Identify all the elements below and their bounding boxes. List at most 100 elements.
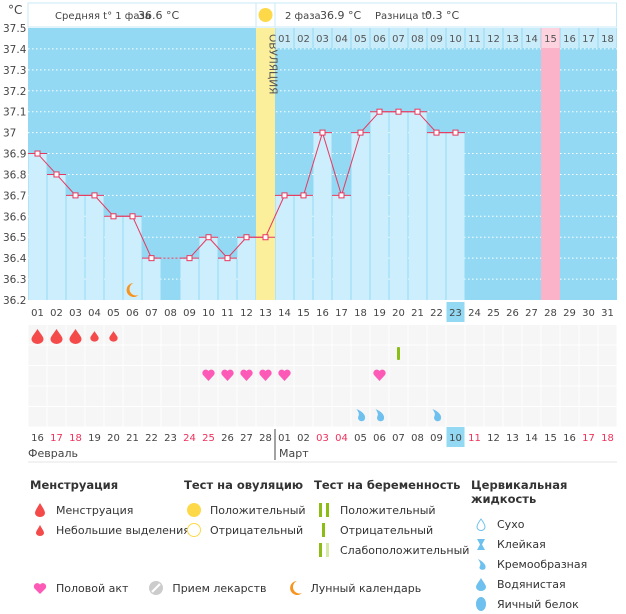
temperature-bar xyxy=(199,237,218,300)
temperature-point xyxy=(72,192,79,199)
symptom-cell xyxy=(446,366,465,386)
symptom-cell xyxy=(161,407,180,427)
y-tick-label: 37.4 xyxy=(3,44,27,56)
temperature-point xyxy=(433,129,440,136)
legend-item: Клейкая xyxy=(497,537,546,551)
cycle-day-label: 18 xyxy=(354,308,367,319)
symptom-cell xyxy=(560,325,579,345)
symptom-cell xyxy=(28,407,47,427)
symptom-cell xyxy=(313,407,332,427)
symptom-cell xyxy=(313,325,332,345)
symptom-cell xyxy=(180,407,199,427)
cycle-day-label: 06 xyxy=(126,308,139,319)
phase2-day-label: 15 xyxy=(544,34,557,45)
diff-label: Разница t° xyxy=(375,11,431,22)
symptom-cell xyxy=(85,407,104,427)
calendar-date-label: 09 xyxy=(430,433,443,444)
cycle-day-label: 27 xyxy=(525,308,538,319)
symptom-cell xyxy=(123,366,142,386)
phase2-day-cell xyxy=(294,28,313,48)
symptom-cell xyxy=(522,386,541,406)
phase2-day-cell xyxy=(579,28,598,48)
phase2-day-cell xyxy=(560,28,579,48)
cycle-day-label: 01 xyxy=(31,308,44,319)
symptom-cell xyxy=(484,345,503,365)
symptom-cell xyxy=(237,325,256,345)
symptom-cell xyxy=(427,386,446,406)
symptom-cell xyxy=(541,386,560,406)
calendar-date-label: 14 xyxy=(525,433,538,444)
heart-icon xyxy=(278,369,291,381)
symptom-cell xyxy=(560,345,579,365)
symptom-cell xyxy=(28,386,47,406)
symptom-cell xyxy=(294,386,313,406)
symptom-cell xyxy=(199,325,218,345)
calendar-date-label: 28 xyxy=(259,433,272,444)
symptom-cell xyxy=(237,407,256,427)
creamy-fluid-icon xyxy=(375,409,385,422)
pill-icon xyxy=(146,581,166,595)
stats-header xyxy=(27,2,617,28)
symptom-cell xyxy=(579,407,598,427)
symptom-cell xyxy=(161,366,180,386)
legend-title: Менструация xyxy=(30,478,119,492)
y-tick-label: 36.3 xyxy=(3,274,26,286)
symptom-cell xyxy=(389,325,408,345)
expected-period-column xyxy=(541,28,560,300)
symptom-cell xyxy=(66,407,85,427)
symptom-cell xyxy=(104,345,123,365)
symptom-cell xyxy=(579,366,598,386)
y-tick-label: 36.2 xyxy=(3,295,26,307)
phase2-day-label: 17 xyxy=(582,34,595,45)
legend-title: Цервикальная жидкость xyxy=(471,478,568,506)
symptom-cell xyxy=(351,386,370,406)
legend-item: Небольшие выделения xyxy=(56,523,190,537)
phase2-day-label: 16 xyxy=(563,34,576,45)
phase2-day-cell xyxy=(427,28,446,48)
heart-icon xyxy=(221,369,234,381)
calendar-date-label: 17 xyxy=(50,433,63,444)
y-tick-label: 37.1 xyxy=(3,107,26,119)
calendar-date-label: 02 xyxy=(297,433,310,444)
symptom-cell xyxy=(446,386,465,406)
symptom-cell xyxy=(351,366,370,386)
symptom-cell xyxy=(47,386,66,406)
temperature-line-segment xyxy=(360,111,380,133)
legend-title: Тест на овуляцию xyxy=(184,478,304,492)
calendar-date-label: 12 xyxy=(487,433,500,444)
calendar-date-label: 25 xyxy=(202,433,215,444)
temperature-bar xyxy=(237,237,256,300)
temperature-point xyxy=(376,108,383,115)
symptom-cell xyxy=(28,366,47,386)
cycle-day-label: 25 xyxy=(487,308,500,319)
symptom-cell xyxy=(541,345,560,365)
temperature-line-segment xyxy=(56,174,76,196)
symptom-cell xyxy=(389,366,408,386)
cycle-day-label: 07 xyxy=(145,308,158,319)
phase2-day-label: 04 xyxy=(335,34,348,45)
symptom-cell xyxy=(446,325,465,345)
calendar-date-label: 27 xyxy=(240,433,253,444)
symptom-cell xyxy=(408,407,427,427)
temperature-point xyxy=(53,171,60,178)
symptom-cell xyxy=(294,345,313,365)
symptom-cell xyxy=(484,407,503,427)
symptom-cell xyxy=(598,325,617,345)
legend-title: Тест на беременность xyxy=(314,478,461,492)
legend-item: Яичный белок xyxy=(497,597,579,611)
symptom-cell xyxy=(275,407,294,427)
legend-item: Сухо xyxy=(497,517,525,531)
cycle-day-label: 13 xyxy=(259,308,272,319)
temperature-line-segment xyxy=(322,132,342,196)
cycle-day-label: 24 xyxy=(468,308,481,319)
symptom-cell xyxy=(275,386,294,406)
calendar-date-label: 22 xyxy=(145,433,158,444)
legend-menstruation: Менструация Менструация Небольшие выделе… xyxy=(30,478,190,540)
cycle-day-label: 10 xyxy=(202,308,215,319)
calendar-date-label: 15 xyxy=(544,433,557,444)
temperature-line-segment xyxy=(189,236,209,259)
cycle-day-label: 23 xyxy=(449,308,462,319)
egg-white-icon xyxy=(471,597,491,611)
symptom-cell xyxy=(560,407,579,427)
menstruation-drop-icon xyxy=(69,329,82,344)
